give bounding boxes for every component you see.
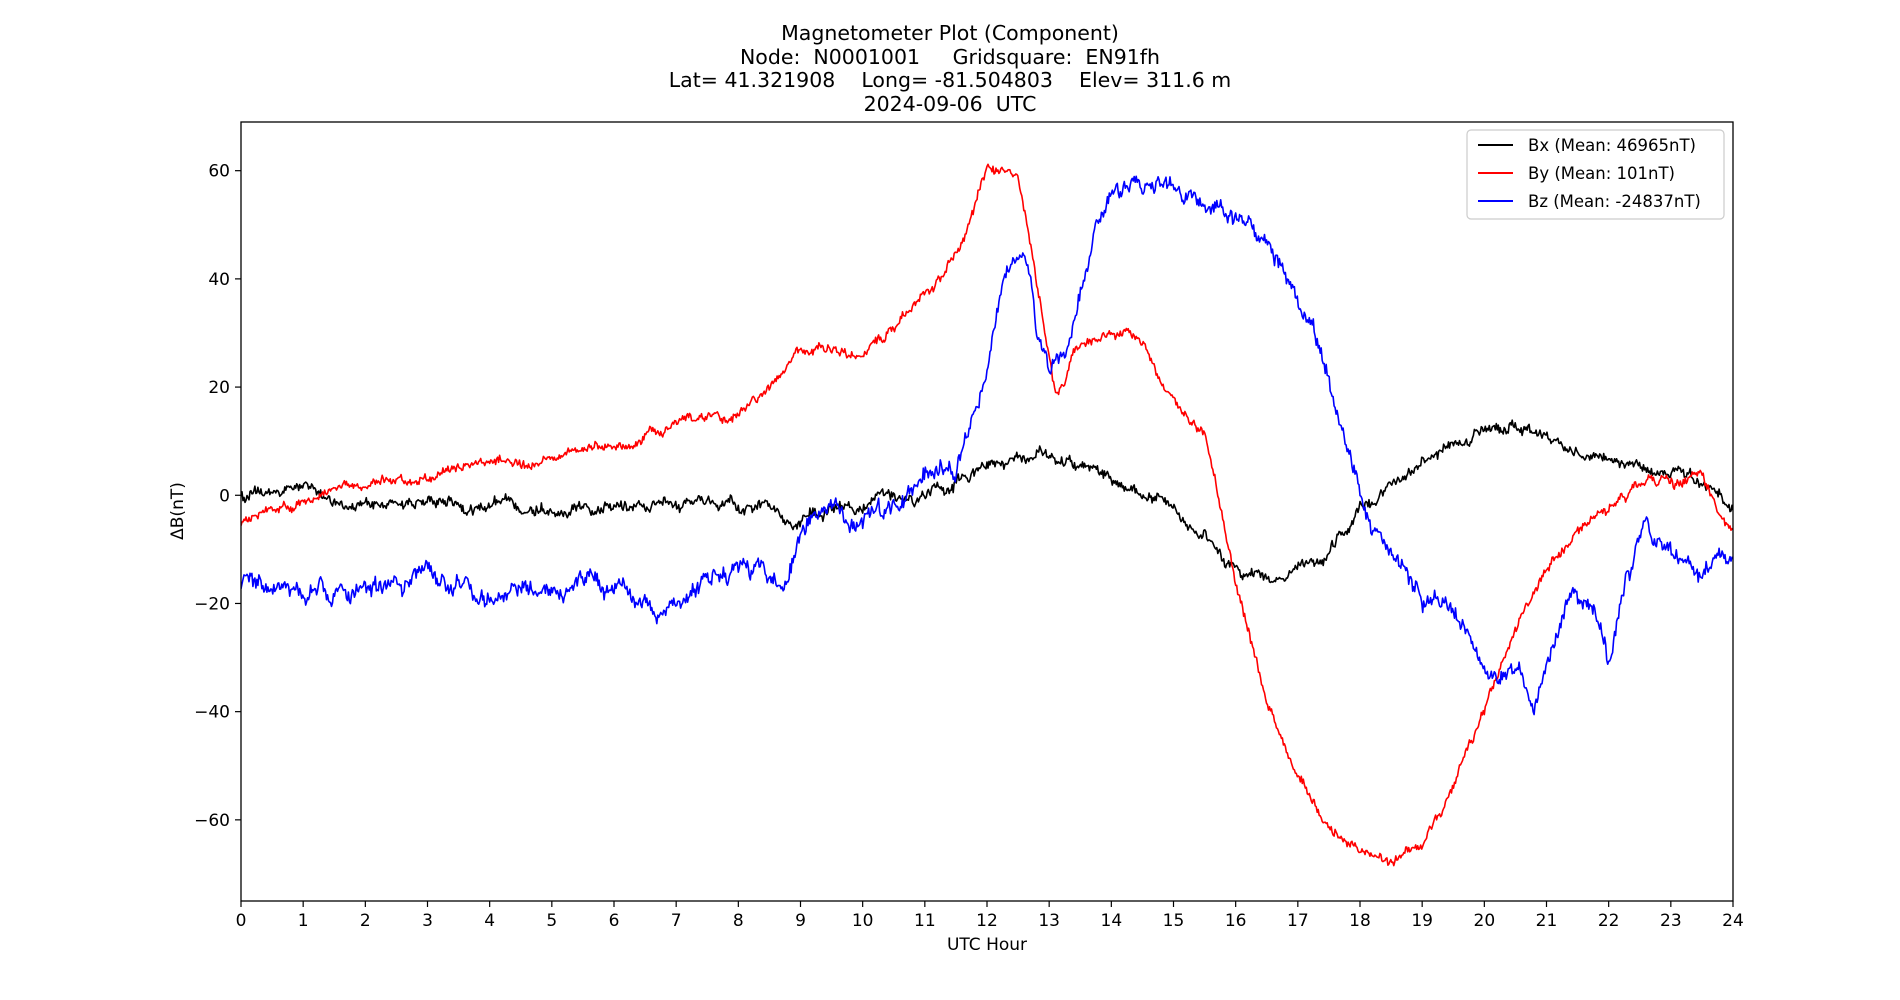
series-bx-line — [241, 419, 1733, 584]
x-tick-label: 23 — [1660, 911, 1682, 931]
y-tick-label: 40 — [208, 270, 230, 290]
x-tick-label: 7 — [671, 911, 682, 931]
x-tick-label: 10 — [852, 911, 874, 931]
legend-label-bx: Bx (Mean: 46965nT) — [1528, 136, 1696, 155]
x-tick-label: 0 — [236, 911, 247, 931]
x-tick-label: 21 — [1536, 911, 1558, 931]
x-tick-label: 16 — [1225, 911, 1247, 931]
x-tick-label: 14 — [1101, 911, 1123, 931]
x-tick-label: 11 — [914, 911, 936, 931]
x-axis: 0 1 2 3 4 5 6 7 8 9 10 11 12 13 14 15 16 17 18 19 20 21 22 23 24 — [236, 901, 1744, 931]
x-tick-label: 4 — [484, 911, 495, 931]
y-axis-label: ΔB(nT) — [168, 482, 188, 540]
x-tick-label: 19 — [1411, 911, 1433, 931]
x-tick-label: 22 — [1598, 911, 1620, 931]
chart-title: Magnetometer Plot (Component) Node: N000… — [0, 21, 1900, 116]
y-tick-label: −40 — [194, 703, 230, 723]
x-tick-label: 24 — [1722, 911, 1744, 931]
x-tick-label: 13 — [1038, 911, 1060, 931]
legend-label-bz: Bz (Mean: -24837nT) — [1528, 192, 1701, 211]
x-tick-label: 18 — [1349, 911, 1371, 931]
x-tick-label: 2 — [360, 911, 371, 931]
y-tick-label: −60 — [194, 811, 230, 831]
x-tick-label: 20 — [1474, 911, 1496, 931]
x-tick-label: 1 — [298, 911, 309, 931]
legend: Bx (Mean: 46965nT) By (Mean: 101nT) Bz (… — [1466, 129, 1725, 220]
x-tick-label: 6 — [609, 911, 620, 931]
legend-label-by: By (Mean: 101nT) — [1528, 164, 1675, 183]
legend-box — [1466, 129, 1725, 220]
y-tick-label: −20 — [194, 594, 230, 614]
x-tick-label: 3 — [422, 911, 433, 931]
title-line-4: 2024-09-06 UTC — [863, 91, 1037, 116]
plot-frame — [240, 121, 1734, 902]
x-tick-label: 5 — [546, 911, 557, 931]
x-tick-label: 15 — [1163, 911, 1185, 931]
title-line-1: Magnetometer Plot (Component) — [781, 21, 1119, 45]
title-line-3: Lat= 41.321908 Long= -81.504803 Elev= 31… — [668, 68, 1232, 92]
x-tick-label: 17 — [1287, 911, 1309, 931]
series-layer — [241, 163, 1733, 867]
x-tick-label: 8 — [733, 911, 744, 931]
x-tick-label: 12 — [976, 911, 998, 931]
title-line-2: Node: N0001001 Gridsquare: EN91fh — [739, 44, 1161, 69]
x-tick-label: 9 — [795, 911, 806, 931]
y-axis: −60 −40 −20 0 20 40 60 — [194, 162, 241, 831]
series-by-line — [241, 163, 1733, 867]
y-tick-label: 0 — [219, 486, 230, 506]
y-tick-label: 60 — [208, 162, 230, 182]
y-tick-label: 20 — [208, 378, 230, 398]
x-axis-label: UTC Hour — [947, 935, 1027, 955]
series-bz-line — [241, 175, 1733, 716]
